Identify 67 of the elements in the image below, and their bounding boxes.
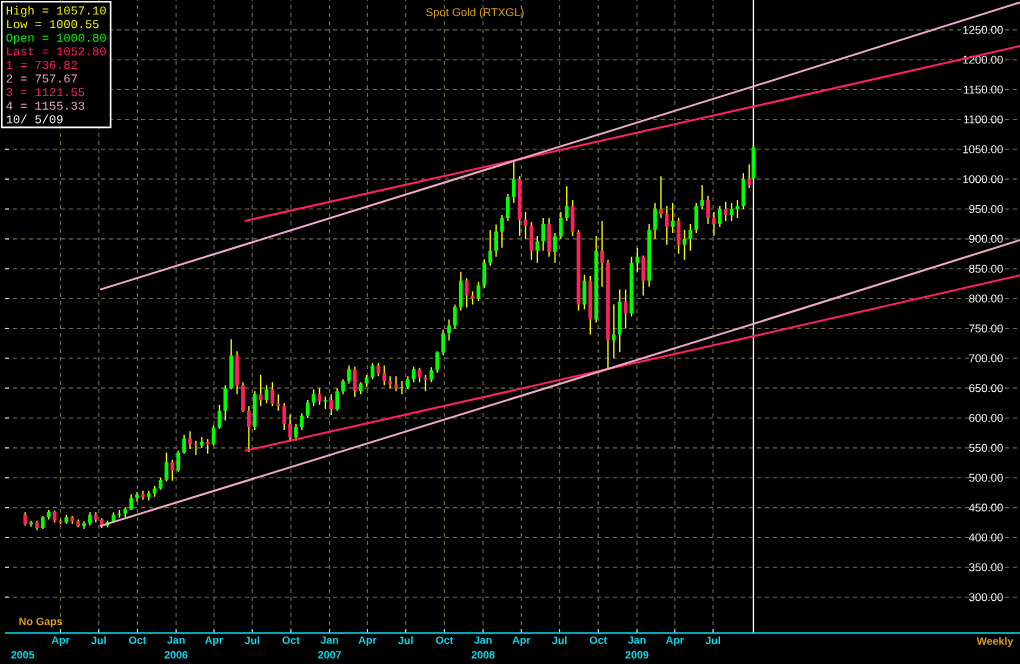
x-tick-label: Apr [358, 636, 377, 646]
x-tick-label: Apr [205, 636, 223, 646]
annotation: 2 = 757.67 [6, 74, 77, 83]
x2-tick-label: 2007 [318, 651, 341, 659]
annotation: No Gaps [19, 617, 63, 628]
y-tick-label: 500.00 [969, 473, 1003, 482]
text: Spot Gold (RTXGL) [426, 7, 524, 19]
y-tick-label: 700.00 [969, 354, 1003, 363]
annotation: 10/ 5/09 [6, 114, 63, 124]
x-tick-label: Oct [435, 636, 454, 644]
text: Weekly [976, 637, 1014, 647]
x-tick-label: Jul [91, 636, 106, 645]
x-tick-label: Apr [512, 636, 531, 646]
y-tick-label: 900.00 [969, 234, 1003, 243]
y-tick-label: 550.00 [969, 443, 1003, 452]
y-tick-label: 950.00 [969, 205, 1003, 214]
x-tick-label: Oct [129, 636, 147, 644]
x-tick-label: Jan [167, 636, 185, 644]
x-tick-label: Jul [552, 636, 567, 645]
candlestick [258, 374, 263, 407]
y-tick-label: 300.00 [969, 593, 1003, 602]
y-tick-label: 400.00 [968, 533, 1003, 542]
candlestick [388, 375, 393, 389]
x-tick-label: Apr [665, 636, 684, 646]
y-tick-label: 450.00 [968, 503, 1003, 512]
x2-tick-label: 2008 [471, 651, 495, 659]
y-tick-label: 650.00 [969, 384, 1003, 393]
x2-tick-label: 2005 [11, 651, 35, 659]
y-tick-label: 1200.00 [963, 55, 1003, 64]
x-tick-label: Jan [627, 636, 646, 644]
x-tick-label: Jul [244, 636, 260, 645]
y-tick-label: 350.00 [969, 563, 1003, 572]
annotation: High = 1057.10 [6, 5, 106, 17]
candlestick [400, 380, 404, 395]
y-tick-label: 1150.00 [964, 85, 1003, 94]
annotation: 4 = 1155.33 [6, 101, 85, 110]
annotation: 1 = 736.82 [6, 60, 77, 70]
y-tick-label: 1250.00 [963, 25, 1003, 34]
annotation: 3 = 1121.55 [6, 88, 85, 97]
x-tick-label: Jul [398, 636, 413, 645]
candlestick [670, 202, 675, 234]
candlestick [82, 520, 86, 530]
y-tick-label: 750.00 [969, 324, 1003, 333]
candlestick [188, 430, 192, 450]
annotation: Low = 1000.55 [7, 20, 99, 29]
y-tick-label: 1050.00 [963, 145, 1003, 154]
x-tick-label: Oct [282, 636, 300, 644]
x-tick-label: Oct [589, 636, 608, 644]
x2-tick-label: 2006 [164, 651, 188, 659]
x-tick-label: Jul [705, 636, 721, 645]
candlestick [611, 303, 616, 359]
y-tick-label: 1100.00 [964, 115, 1003, 124]
x-tick-label: Jan [320, 636, 339, 644]
annotation: Last = 1052.80 [7, 47, 106, 56]
candlestick [659, 175, 663, 219]
candlestick [394, 375, 398, 392]
x2-tick-label: 2009 [625, 651, 649, 659]
y-tick-label: 800.00 [969, 294, 1003, 303]
candlestick [194, 440, 198, 456]
y-tick-label: 600.00 [969, 414, 1003, 423]
x-tick-label: Apr [51, 636, 70, 646]
y-tick-label: 1000.00 [963, 175, 1003, 184]
x-tick-label: Jan [474, 636, 492, 644]
candlestick [141, 490, 145, 501]
annotation: Open = 1000.80 [6, 33, 106, 45]
y-tick-label: 850.00 [969, 264, 1003, 273]
candlestick [135, 491, 139, 503]
